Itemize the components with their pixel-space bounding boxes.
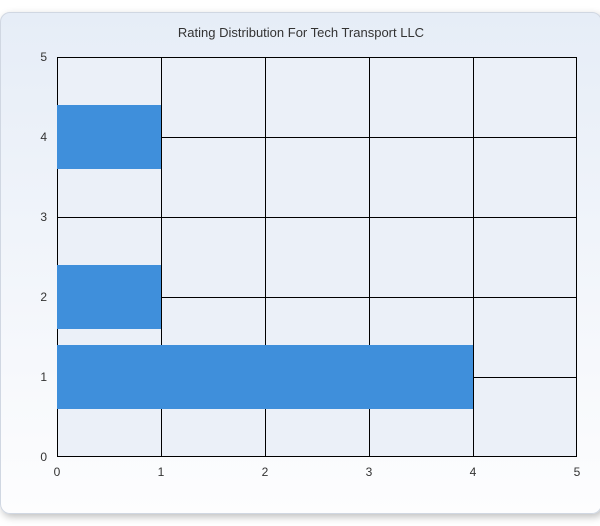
y-tick-label: 5 (40, 50, 47, 64)
y-tick-label: 0 (40, 450, 47, 464)
x-tick-label: 0 (54, 465, 61, 479)
y-tick-label: 3 (40, 210, 47, 224)
bar (57, 345, 473, 409)
y-tick-label: 4 (40, 130, 47, 144)
x-tick-label: 3 (366, 465, 373, 479)
y-tick-label: 1 (40, 370, 47, 384)
x-tick-label: 1 (158, 465, 165, 479)
plot-area: 012345012345 (57, 57, 577, 457)
grid-line-horizontal (57, 217, 577, 218)
bar (57, 265, 161, 329)
x-tick-label: 2 (262, 465, 269, 479)
chart-title: Rating Distribution For Tech Transport L… (1, 25, 600, 40)
x-tick-label: 4 (470, 465, 477, 479)
bar (57, 105, 161, 169)
y-tick-label: 2 (40, 290, 47, 304)
x-tick-label: 5 (574, 465, 581, 479)
grid-line-vertical (473, 57, 474, 457)
chart-container: Rating Distribution For Tech Transport L… (0, 12, 600, 514)
